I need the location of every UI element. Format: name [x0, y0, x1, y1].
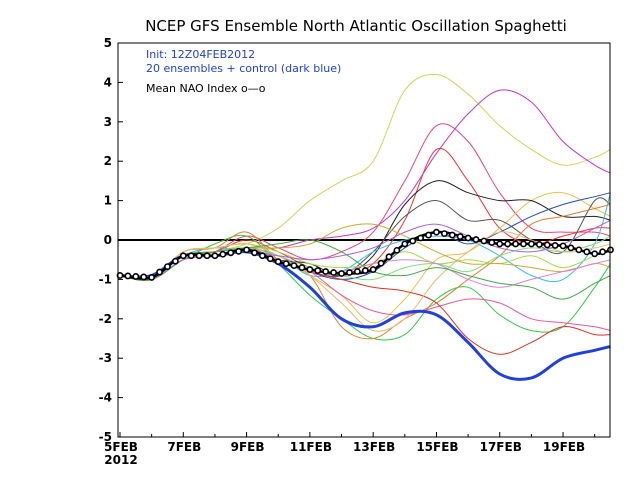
mean-point [274, 258, 282, 266]
mean-point [227, 249, 235, 257]
legend-init: Init: 12Z04FEB2012 [146, 48, 255, 61]
y-tick-label: -2 [99, 312, 112, 326]
mean-point [140, 273, 148, 281]
mean-point [346, 269, 353, 276]
y-tick-label: 3 [104, 115, 112, 129]
mean-point [369, 266, 377, 273]
mean-point [132, 273, 140, 280]
mean-point [551, 242, 559, 249]
mean-point [433, 228, 440, 236]
mean-point [235, 247, 243, 255]
mean-point [116, 272, 124, 279]
mean-point [266, 255, 274, 263]
mean-point [322, 268, 330, 275]
mean-point [330, 269, 338, 276]
mean-point [599, 248, 606, 256]
mean-point [306, 266, 314, 273]
mean-point [480, 237, 488, 245]
mean-point [409, 237, 417, 245]
mean-point [512, 240, 519, 248]
mean-point [456, 233, 464, 240]
mean-point [290, 262, 298, 270]
mean-point [575, 246, 583, 254]
x-tick-label: 5FEB [104, 440, 138, 454]
mean-point [527, 240, 535, 248]
mean-point [417, 234, 425, 242]
mean-point [440, 230, 448, 237]
x-year-label: 2012 [104, 453, 137, 467]
mean-point [203, 252, 211, 260]
mean-series-group [116, 228, 614, 281]
x-tick-label: 17FEB [480, 440, 522, 454]
y-tick-label: 4 [104, 75, 112, 89]
x-tick-label: 15FEB [416, 440, 458, 454]
x-tick-label: 11FEB [290, 440, 332, 454]
mean-point [583, 248, 591, 256]
mean-point [156, 268, 163, 276]
mean-point [171, 257, 179, 265]
mean-point [520, 240, 527, 248]
mean-point [243, 246, 250, 254]
mean-point [338, 270, 345, 277]
y-tick-label: -1 [99, 272, 112, 286]
mean-point [219, 250, 227, 258]
y-tick-label: 2 [104, 154, 112, 168]
mean-point [488, 239, 496, 246]
mean-point [464, 234, 472, 242]
mean-point [448, 231, 456, 239]
mean-point [282, 260, 290, 268]
y-tick-label: -4 [99, 391, 112, 405]
x-tick-label: 19FEB [543, 440, 585, 454]
series-group [119, 73, 611, 381]
mean-point [124, 272, 132, 280]
mean-point [385, 253, 393, 261]
mean-point [559, 242, 567, 250]
mean-point [496, 240, 504, 248]
x-tick-label: 7FEB [167, 440, 201, 454]
x-tick-label: 13FEB [353, 440, 395, 454]
mean-point [148, 274, 156, 281]
mean-point [195, 252, 203, 260]
mean-point [591, 250, 599, 258]
y-tick-label: 1 [104, 194, 112, 208]
mean-point [535, 241, 543, 248]
mean-point [472, 236, 480, 243]
mean-point [179, 252, 187, 260]
y-tick-label: 5 [104, 36, 112, 50]
mean-point [164, 263, 171, 270]
mean-point [425, 231, 432, 239]
mean-point [377, 259, 385, 267]
x-tick-label: 9FEB [231, 440, 265, 454]
mean-point [607, 246, 614, 254]
mean-point [543, 241, 551, 249]
mean-point [393, 246, 401, 254]
mean-point [298, 264, 306, 271]
mean-point [314, 267, 322, 274]
mean-point [401, 240, 409, 248]
mean-point [567, 244, 575, 252]
chart-title: NCEP GFS Ensemble North Atlantic Oscilla… [145, 17, 567, 35]
mean-point [504, 240, 512, 248]
legend-mean: Mean NAO Index o—o [146, 82, 266, 95]
y-tick-label: 0 [104, 233, 112, 247]
y-tick-label: -5 [99, 430, 112, 444]
ensemble-series-line [119, 204, 611, 340]
legend-members: 20 ensembles + control (dark blue) [146, 62, 341, 75]
mean-point [259, 252, 266, 260]
mean-point [361, 267, 369, 274]
y-tick-label: -3 [99, 351, 112, 365]
mean-point [187, 252, 195, 260]
mean-point [251, 249, 258, 257]
mean-point [353, 268, 361, 275]
mean-point [211, 252, 219, 260]
